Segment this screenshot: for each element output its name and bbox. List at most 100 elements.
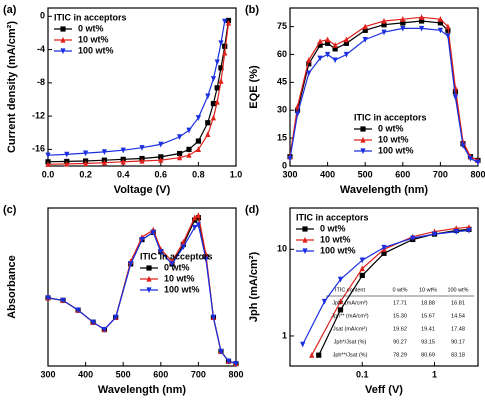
x-tick-label: 300 — [40, 369, 55, 379]
marker — [186, 146, 192, 152]
marker — [452, 94, 459, 101]
marker — [146, 265, 152, 271]
y-tick-label: 15 — [277, 132, 287, 142]
marker — [306, 70, 312, 77]
x-axis-label: Voltage (V) — [114, 184, 171, 196]
marker — [203, 256, 209, 263]
x-tick-label: 700 — [433, 169, 448, 179]
marker — [359, 265, 365, 272]
marker — [321, 298, 328, 305]
marker — [60, 26, 66, 32]
marker — [294, 111, 301, 118]
y-tick-label: 60 — [277, 49, 287, 59]
y-tick-label: 10 — [277, 244, 287, 254]
y-axis-label: Current density (mA/cm²) — [6, 21, 18, 153]
table-cell: 90.17 — [451, 339, 465, 345]
marker — [128, 261, 134, 268]
y-tick-label: -4 — [37, 44, 45, 54]
marker — [222, 18, 228, 25]
x-tick-label: 700 — [191, 369, 206, 379]
x-tick-label: 600 — [153, 369, 168, 379]
marker — [186, 152, 192, 158]
marker — [360, 126, 366, 132]
table-cell: 17.71 — [393, 300, 407, 306]
table-cell: Jph** (mA/cm²) — [331, 313, 368, 319]
marker — [225, 19, 232, 26]
x-axis-label: Wavelength (nm) — [98, 384, 187, 396]
y-tick-label: 75 — [277, 21, 287, 31]
marker — [60, 36, 66, 43]
x-tick-label: 0.6 — [155, 169, 168, 179]
x-tick-label: 300 — [282, 169, 297, 179]
marker — [381, 244, 387, 251]
marker — [218, 348, 224, 355]
marker — [362, 23, 368, 30]
marker — [302, 226, 308, 232]
series-line — [318, 228, 470, 356]
marker — [146, 287, 152, 294]
x-tick-label: 0.8 — [192, 169, 205, 179]
table-cell: 78.29 — [393, 352, 407, 358]
marker — [45, 152, 51, 159]
table-cell: Jph*/Jsat (%) — [334, 339, 367, 345]
legend-title: ITIC in acceptors — [354, 112, 427, 122]
y-tick-label: 30 — [277, 105, 287, 115]
table-cell: 19.41 — [421, 326, 435, 332]
marker — [332, 42, 338, 48]
x-tick-label: 800 — [470, 169, 485, 179]
marker — [475, 159, 481, 166]
marker — [101, 159, 107, 166]
y-axis-label: Jph (mA/cm²) — [248, 252, 260, 323]
marker — [210, 114, 217, 121]
marker — [210, 101, 217, 107]
marker — [437, 20, 443, 26]
marker — [337, 298, 344, 305]
marker — [419, 18, 425, 24]
marker — [332, 57, 338, 64]
x-tick-label: 0.1 — [356, 369, 369, 379]
marker — [120, 147, 126, 154]
marker — [139, 145, 145, 151]
marker — [467, 155, 474, 162]
marker — [300, 341, 306, 348]
x-tick-label: 1.0 — [230, 169, 243, 179]
marker — [101, 326, 107, 333]
table-cell: 15.30 — [393, 313, 407, 319]
x-tick-label: 0.2 — [79, 169, 92, 179]
marker — [317, 55, 323, 62]
marker — [146, 275, 152, 282]
legend-title: ITIC in acceptors — [296, 212, 369, 222]
marker — [400, 20, 406, 26]
marker — [120, 158, 126, 165]
plot-frame — [47, 7, 237, 167]
marker — [205, 131, 211, 137]
legend-label: 100 wt% — [320, 245, 356, 255]
marker — [64, 160, 70, 167]
y-tick-label: 1 — [282, 330, 287, 340]
panel-label: (d) — [245, 204, 259, 216]
marker — [75, 307, 81, 314]
marker — [139, 157, 145, 164]
marker — [381, 22, 387, 28]
marker — [317, 42, 323, 48]
marker — [325, 40, 331, 46]
table-header: 0 wt% — [393, 287, 408, 293]
marker — [214, 59, 220, 66]
marker — [445, 33, 451, 39]
legend-label: 10 wt% — [164, 273, 195, 283]
marker — [419, 25, 425, 32]
marker — [343, 36, 349, 43]
table-cell: Jph* (mA/cm²) — [332, 300, 367, 306]
x-tick-label: 800 — [228, 369, 243, 379]
y-axis-label: EQE (%) — [248, 65, 260, 109]
marker — [325, 36, 331, 43]
marker — [360, 136, 366, 143]
marker — [362, 27, 368, 33]
marker — [64, 151, 70, 158]
marker — [317, 38, 323, 45]
marker — [158, 249, 164, 255]
legend-label: 10 wt% — [378, 134, 409, 144]
y-tick-label: -8 — [37, 77, 45, 87]
marker — [359, 272, 365, 279]
